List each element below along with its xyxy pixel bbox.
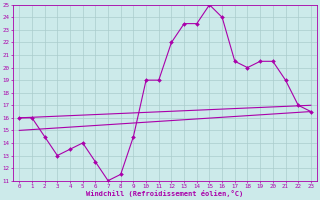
X-axis label: Windchill (Refroidissement éolien,°C): Windchill (Refroidissement éolien,°C): [86, 190, 244, 197]
